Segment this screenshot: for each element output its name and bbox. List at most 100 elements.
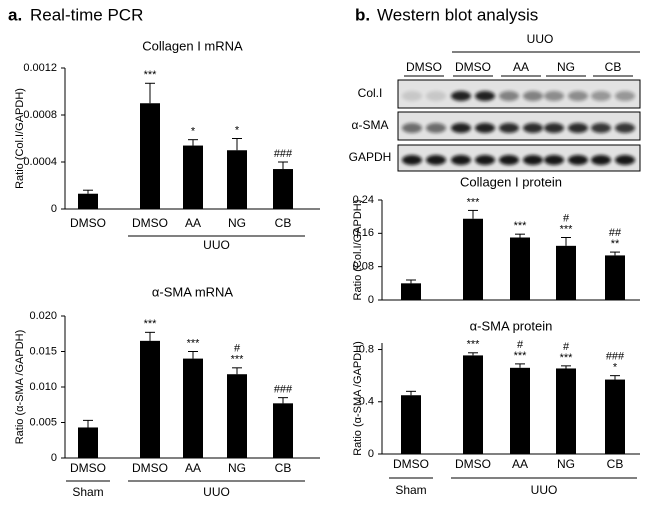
blot-band — [402, 91, 422, 101]
blot-band — [544, 123, 564, 133]
x-tick-label: NG — [228, 216, 246, 230]
significance-label: *** — [514, 220, 528, 232]
blot-band — [544, 155, 564, 165]
significance-label: *** — [187, 337, 201, 349]
blot-band — [523, 91, 543, 101]
significance-label: *** — [467, 196, 481, 208]
blot-band — [426, 123, 446, 133]
significance-label: * — [191, 126, 196, 138]
bar — [140, 103, 160, 209]
bar — [605, 379, 625, 454]
x-tick-label: NG — [557, 457, 575, 471]
bar — [556, 368, 576, 454]
bar — [78, 193, 98, 209]
bar — [227, 374, 247, 458]
y-axis-label: Ratio (α-SMA /GAPDH) — [352, 341, 364, 456]
bar — [463, 355, 483, 454]
blot-band — [568, 123, 588, 133]
significance-label: *** — [514, 350, 528, 362]
blot-band — [591, 123, 611, 133]
y-tick-label: 0 — [368, 448, 374, 460]
bar — [401, 395, 421, 454]
blot-band — [402, 155, 422, 165]
significance-label: # — [517, 339, 524, 351]
bar — [510, 367, 530, 454]
x-tick-label: AA — [185, 461, 201, 475]
y-tick-label: 0.015 — [29, 345, 57, 357]
lane-label: DMSO — [455, 60, 491, 74]
bar — [273, 403, 293, 458]
significance-label: *** — [144, 318, 158, 330]
y-tick-label: 0 — [368, 294, 374, 306]
x-tick-label: DMSO — [393, 457, 429, 471]
blot-band — [451, 155, 471, 165]
blot-row-label: GAPDH — [349, 150, 392, 164]
significance-label: *** — [560, 352, 574, 364]
blot-group: UUO — [527, 32, 554, 46]
y-tick-label: 0 — [51, 203, 57, 215]
x-tick-label: DMSO — [70, 216, 106, 230]
blot-band — [591, 91, 611, 101]
x-tick-label: CB — [275, 461, 292, 475]
x-tick-label: DMSO — [132, 461, 168, 475]
blot-band — [402, 123, 422, 133]
x-tick-label: DMSO — [132, 216, 168, 230]
significance-label: ## — [609, 227, 622, 239]
group-label: Sham — [72, 485, 103, 499]
x-tick-label: NG — [228, 461, 246, 475]
bar — [273, 169, 293, 209]
significance-label: *** — [231, 354, 245, 366]
y-tick-label: 0.0012 — [23, 62, 57, 74]
x-tick-label: DMSO — [70, 461, 106, 475]
significance-label: # — [563, 341, 570, 353]
blot-band — [568, 155, 588, 165]
group-label: Sham — [395, 483, 426, 497]
y-tick-label: 0.0008 — [23, 109, 57, 121]
western-blot: UUO — [452, 32, 640, 53]
x-tick-label: AA — [512, 457, 528, 471]
bar — [227, 150, 247, 209]
bar — [463, 218, 483, 300]
y-tick-label: 0.4 — [359, 396, 374, 408]
group-label: UUO — [203, 485, 230, 499]
blot-band — [615, 123, 635, 133]
blot-band — [451, 123, 471, 133]
significance-label: # — [563, 212, 570, 224]
significance-label: *** — [560, 223, 574, 235]
bar — [401, 283, 421, 300]
lane-label: DMSO — [406, 60, 442, 74]
panel-letter: a. — [8, 5, 22, 24]
bar — [605, 255, 625, 300]
blot-band — [568, 91, 588, 101]
blot-band — [523, 123, 543, 133]
significance-label: ### — [606, 351, 625, 363]
x-tick-label: AA — [185, 216, 201, 230]
bar — [140, 340, 160, 458]
bar — [183, 358, 203, 458]
group-label: UUO — [203, 238, 230, 252]
blot-band — [591, 155, 611, 165]
y-axis-label: Ratio (Col.I/GAPDH) — [352, 200, 364, 301]
y-tick-label: 0.16 — [353, 227, 374, 239]
blot-band — [615, 91, 635, 101]
blot-band — [499, 155, 519, 165]
blot-band — [544, 91, 564, 101]
bar — [183, 145, 203, 209]
panel-title: Real-time PCR — [30, 5, 143, 24]
x-tick-label: DMSO — [455, 457, 491, 471]
significance-label: * — [235, 124, 240, 136]
significance-label: ### — [274, 384, 293, 396]
panel-title: Western blot analysis — [377, 5, 538, 24]
y-tick-label: 0.0004 — [23, 156, 57, 168]
y-tick-label: 0.005 — [29, 416, 57, 428]
lane-label: NG — [557, 60, 575, 74]
panel-letter: b. — [355, 5, 370, 24]
significance-label: ### — [274, 148, 293, 160]
blot-row-label: α-SMA — [352, 118, 389, 132]
lane-label: AA — [513, 60, 529, 74]
y-tick-label: 0.010 — [29, 381, 57, 393]
chart-title: Collagen I mRNA — [142, 38, 243, 53]
blot-band — [475, 91, 495, 101]
bar — [510, 237, 530, 300]
